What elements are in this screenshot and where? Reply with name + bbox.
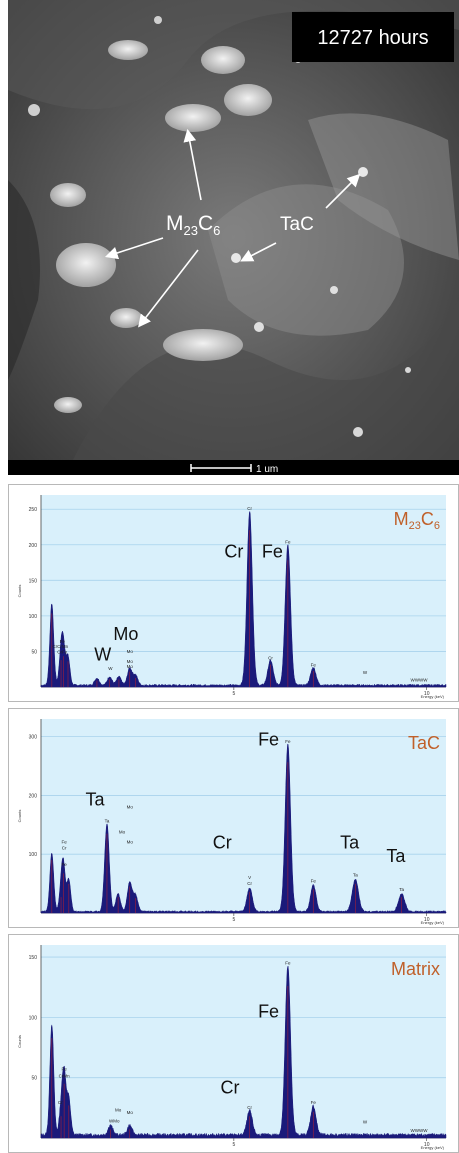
peak-tag: Cr xyxy=(247,881,252,886)
spectrum-svg: 50 100 150 5 10 Counts Energy (keV) Fe CrMn Cr Mo M… xyxy=(17,945,447,1150)
x-tick-label: 5 xyxy=(232,691,235,697)
peak-tag: Cr xyxy=(268,655,273,660)
peak-tag: Ta xyxy=(105,818,110,823)
spectrum-area xyxy=(40,743,447,914)
x-tick-label: 5 xyxy=(232,1142,235,1148)
plot-area xyxy=(41,945,446,1138)
peak-tag: WWWW xyxy=(411,677,429,682)
y-tick-label: 100 xyxy=(29,614,38,620)
plot-area xyxy=(41,495,446,687)
element-label: Ta xyxy=(340,832,360,852)
y-tick-label: 200 xyxy=(29,543,38,549)
x-tick-label: 10 xyxy=(424,917,430,923)
y-tick-label: 300 xyxy=(29,735,38,741)
eds-spectrum-matrix: 50 100 150 5 10 Counts Energy (keV) Fe CrMn Cr Mo M… xyxy=(8,934,459,1153)
arrow-m23c6-bottom xyxy=(138,249,199,328)
sem-micrograph: 12727 hours M23C6 TaC 1 um xyxy=(8,0,459,475)
element-label: Cr xyxy=(224,542,243,562)
phase-label: Matrix xyxy=(391,959,440,979)
y-axis-label: Counts xyxy=(17,810,22,823)
y-tick-label: 100 xyxy=(29,852,38,858)
peak-tag: WWWW xyxy=(411,1128,429,1133)
peak-tag: Cr xyxy=(247,506,252,511)
peak-tag: Fe xyxy=(311,878,317,883)
plot-area xyxy=(41,719,446,913)
peak-tag: Cr xyxy=(247,1105,252,1110)
arrow-m23c6-left xyxy=(104,237,164,260)
y-tick-label: 250 xyxy=(29,507,38,513)
peak-tag: CrMn xyxy=(59,1074,70,1079)
peak-tag: Ta xyxy=(353,873,358,878)
peak-tag: Fe xyxy=(285,739,291,744)
element-label: Mo xyxy=(113,624,138,644)
x-tick-label: 5 xyxy=(232,917,235,923)
spectrum-area xyxy=(40,510,447,688)
arrow-tac-upper xyxy=(325,173,361,209)
x-tick-label: 10 xyxy=(424,691,430,697)
x-axis-label: Energy (keV) xyxy=(421,920,445,925)
peak-tag: CrFe xyxy=(57,650,67,655)
arrow-tac-lower xyxy=(240,242,277,262)
phase-label: M23C6 xyxy=(394,509,440,532)
x-tick-label: 10 xyxy=(424,1142,430,1148)
peak-tag: Fe xyxy=(285,960,291,965)
peak-tag: Cr xyxy=(62,846,67,851)
peak-tag: Ta xyxy=(399,887,404,892)
peak-tag: Fe xyxy=(62,1066,68,1071)
peak-tag: Mo xyxy=(127,1110,134,1115)
time-label: 12727 hours xyxy=(317,27,428,49)
peak-tag: Fe xyxy=(60,639,66,644)
peak-tag: Mo xyxy=(127,659,134,664)
peak-tag: W xyxy=(363,1120,368,1125)
peak-tag: Fe xyxy=(311,662,317,667)
eds-spectrum-m23c6: 50 100 150 200 250 5 10 Counts Energy (keV) Fe CrC… xyxy=(8,484,459,702)
peak-tag: Mo xyxy=(119,830,126,835)
peak-tag: W xyxy=(363,670,368,675)
peak-tag: Cr xyxy=(58,1100,63,1105)
peak-tag: CrCrMn xyxy=(52,644,68,649)
element-label: Cr xyxy=(213,832,232,852)
peak-tag: W xyxy=(108,666,113,671)
x-axis-label: Energy (keV) xyxy=(421,694,445,699)
peak-tag: Mo xyxy=(115,1107,122,1112)
element-label: Ta xyxy=(85,789,105,809)
peak-tag: Fe xyxy=(62,862,68,867)
y-tick-label: 50 xyxy=(31,649,37,655)
y-axis-label: Counts xyxy=(17,1035,22,1048)
scale-bar-label: 1 um xyxy=(256,464,278,475)
peak-tag: Mo xyxy=(127,664,134,669)
element-label: Cr xyxy=(221,1077,240,1097)
peak-tag: Fe xyxy=(285,539,291,544)
peak-tag: Mo xyxy=(127,649,134,654)
element-label: Ta xyxy=(386,846,406,866)
peak-tag: Mo xyxy=(127,804,134,809)
peak-tag: Fe xyxy=(311,1100,317,1105)
element-label: W xyxy=(94,645,111,665)
y-tick-label: 150 xyxy=(29,578,38,584)
y-tick-label: 200 xyxy=(29,793,38,799)
phase-label: TaC xyxy=(408,733,440,753)
peak-tag: Mo xyxy=(127,840,134,845)
tac-annotation: TaC xyxy=(280,214,314,235)
peak-tag: WMo xyxy=(109,1118,120,1123)
peak-tag: V xyxy=(248,875,251,880)
m23c6-annotation: M23C6 xyxy=(166,212,220,238)
eds-spectrum-tac: 100 200 300 5 10 Counts Energy (keV) Mo Ta Mo Mo Fe… xyxy=(8,708,459,928)
x-axis-label: Energy (keV) xyxy=(421,1145,445,1150)
arrow-m23c6-top xyxy=(183,128,202,201)
y-tick-label: 50 xyxy=(31,1076,37,1082)
y-axis-label: Counts xyxy=(17,585,22,598)
peak-tag: Fe xyxy=(62,840,68,845)
y-tick-label: 150 xyxy=(29,955,38,961)
element-label: Fe xyxy=(262,542,283,562)
element-label: Fe xyxy=(258,729,279,749)
time-label-box xyxy=(292,12,454,62)
spectrum-area xyxy=(40,965,447,1139)
y-tick-label: 100 xyxy=(29,1015,38,1021)
element-label: Fe xyxy=(258,1001,279,1021)
